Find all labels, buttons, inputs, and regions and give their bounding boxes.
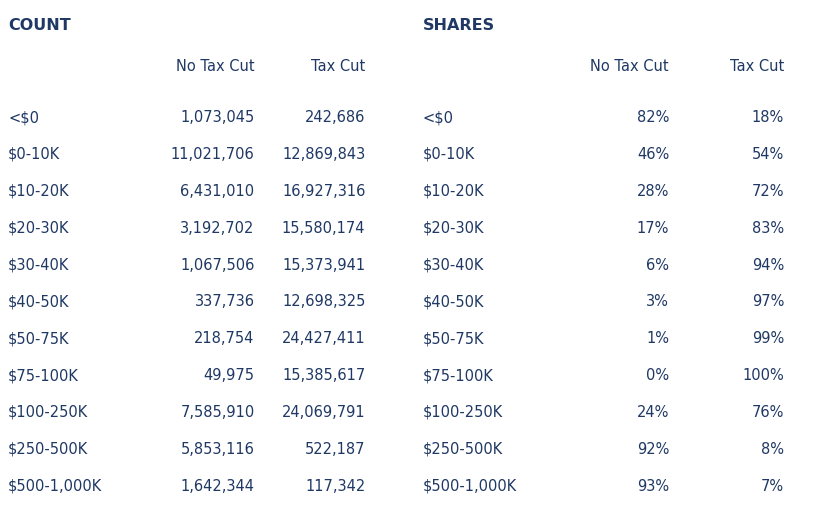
Text: $40-50K: $40-50K: [423, 294, 484, 309]
Text: 0%: 0%: [646, 368, 669, 383]
Text: $20-30K: $20-30K: [423, 221, 484, 236]
Text: 8%: 8%: [761, 442, 784, 457]
Text: 3%: 3%: [646, 294, 669, 309]
Text: $100-250K: $100-250K: [423, 405, 503, 420]
Text: No Tax Cut: No Tax Cut: [176, 59, 255, 74]
Text: 15,385,617: 15,385,617: [282, 368, 365, 383]
Text: 1,073,045: 1,073,045: [181, 110, 255, 125]
Text: <$0: <$0: [8, 110, 39, 125]
Text: 49,975: 49,975: [204, 368, 255, 383]
Text: 1%: 1%: [646, 331, 669, 346]
Text: 82%: 82%: [637, 110, 669, 125]
Text: <$0: <$0: [423, 110, 454, 125]
Text: $250-500K: $250-500K: [8, 442, 89, 457]
Text: 7%: 7%: [761, 479, 784, 494]
Text: $250-500K: $250-500K: [423, 442, 503, 457]
Text: 54%: 54%: [752, 147, 784, 162]
Text: 97%: 97%: [752, 294, 784, 309]
Text: 5,853,116: 5,853,116: [181, 442, 255, 457]
Text: $10-20K: $10-20K: [8, 184, 70, 199]
Text: Tax Cut: Tax Cut: [730, 59, 784, 74]
Text: $30-40K: $30-40K: [423, 258, 484, 272]
Text: 15,373,941: 15,373,941: [282, 258, 365, 272]
Text: $50-75K: $50-75K: [423, 331, 484, 346]
Text: 117,342: 117,342: [305, 479, 365, 494]
Text: 94%: 94%: [752, 258, 784, 272]
Text: $0-10K: $0-10K: [423, 147, 475, 162]
Text: $40-50K: $40-50K: [8, 294, 70, 309]
Text: 1,067,506: 1,067,506: [180, 258, 255, 272]
Text: 28%: 28%: [637, 184, 669, 199]
Text: 16,927,316: 16,927,316: [282, 184, 365, 199]
Text: SHARES: SHARES: [423, 18, 495, 33]
Text: $100-250K: $100-250K: [8, 405, 89, 420]
Text: $75-100K: $75-100K: [8, 368, 79, 383]
Text: $20-30K: $20-30K: [8, 221, 70, 236]
Text: 218,754: 218,754: [194, 331, 255, 346]
Text: 17%: 17%: [637, 221, 669, 236]
Text: $75-100K: $75-100K: [423, 368, 493, 383]
Text: 242,686: 242,686: [305, 110, 365, 125]
Text: 24,427,411: 24,427,411: [282, 331, 365, 346]
Text: 24,069,791: 24,069,791: [282, 405, 365, 420]
Text: 18%: 18%: [752, 110, 784, 125]
Text: 11,021,706: 11,021,706: [171, 147, 255, 162]
Text: 93%: 93%: [637, 479, 669, 494]
Text: $50-75K: $50-75K: [8, 331, 70, 346]
Text: $10-20K: $10-20K: [423, 184, 484, 199]
Text: 12,869,843: 12,869,843: [282, 147, 365, 162]
Text: 12,698,325: 12,698,325: [282, 294, 365, 309]
Text: 337,736: 337,736: [195, 294, 255, 309]
Text: 46%: 46%: [637, 147, 669, 162]
Text: No Tax Cut: No Tax Cut: [590, 59, 669, 74]
Text: 7,585,910: 7,585,910: [181, 405, 255, 420]
Text: $500-1,000K: $500-1,000K: [8, 479, 103, 494]
Text: 3,192,702: 3,192,702: [180, 221, 255, 236]
Text: 24%: 24%: [637, 405, 669, 420]
Text: 6%: 6%: [646, 258, 669, 272]
Text: 100%: 100%: [742, 368, 784, 383]
Text: 92%: 92%: [637, 442, 669, 457]
Text: COUNT: COUNT: [8, 18, 71, 33]
Text: 6,431,010: 6,431,010: [181, 184, 255, 199]
Text: $500-1,000K: $500-1,000K: [423, 479, 517, 494]
Text: 99%: 99%: [752, 331, 784, 346]
Text: Tax Cut: Tax Cut: [311, 59, 365, 74]
Text: $30-40K: $30-40K: [8, 258, 70, 272]
Text: $0-10K: $0-10K: [8, 147, 61, 162]
Text: 76%: 76%: [752, 405, 784, 420]
Text: 15,580,174: 15,580,174: [282, 221, 365, 236]
Text: 1,642,344: 1,642,344: [181, 479, 255, 494]
Text: 72%: 72%: [751, 184, 784, 199]
Text: 522,187: 522,187: [305, 442, 365, 457]
Text: 83%: 83%: [752, 221, 784, 236]
